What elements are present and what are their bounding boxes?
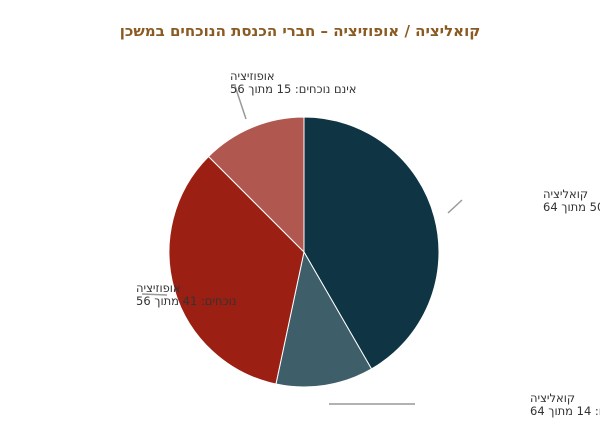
slice-label-status: נוכחים: 41 מתוך 56: [136, 294, 236, 308]
slice-label-status: אינם נוכחים: 15 מתוך 56: [230, 82, 357, 96]
slice-label-group: אופוזיציה: [230, 69, 275, 83]
pie-slice[interactable]: [168, 155, 305, 385]
slice-label-connector: [447, 199, 463, 214]
pie-slice[interactable]: [275, 250, 373, 388]
slice-label-group: קואליציה: [530, 391, 575, 405]
slice-label-status: נוכחים: 50 מתוך 64: [543, 200, 600, 214]
slice-label-status: אינם נוכחים: 14 מתוך 64: [530, 404, 600, 418]
pie-slice[interactable]: [207, 116, 305, 254]
slice-label-connector: [234, 85, 247, 120]
slice-label-group: אופוזיציה: [136, 281, 181, 295]
slice-label-connector: [141, 293, 168, 296]
chart-title: קואליציה / אופוזיציה – חברי הכנסת הנוכחי…: [119, 22, 481, 40]
pie-slice[interactable]: [303, 116, 440, 370]
slice-label-group: קואליציה: [543, 187, 588, 201]
